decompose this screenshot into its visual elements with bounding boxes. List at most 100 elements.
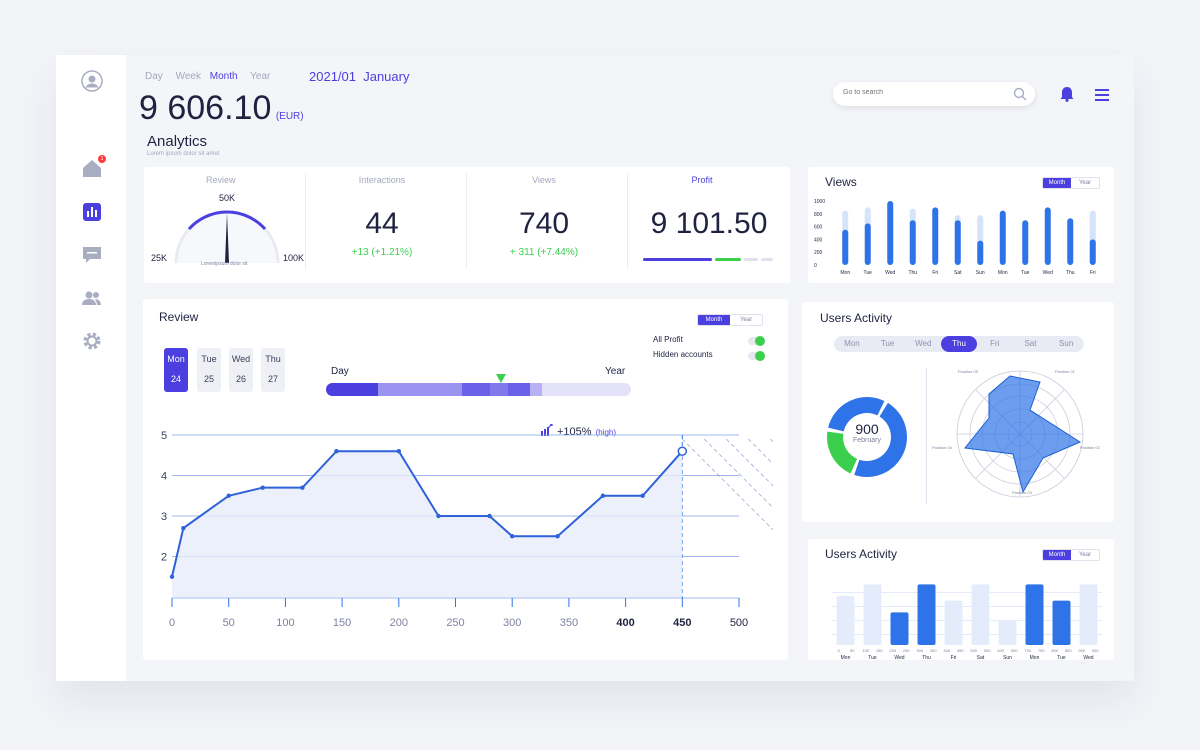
hidden-accounts-toggle[interactable] bbox=[748, 351, 765, 361]
sidebar: 1 bbox=[56, 55, 126, 681]
divider bbox=[305, 173, 306, 269]
tick-value-label: 150 bbox=[876, 648, 883, 653]
tick-value-label: 400 bbox=[943, 648, 950, 653]
seg-year[interactable]: Year bbox=[1071, 550, 1099, 560]
total-amount: 9 606.10 bbox=[139, 89, 272, 127]
x-tick-label: Sat bbox=[977, 655, 985, 659]
range-left-label: Day bbox=[331, 366, 349, 377]
range-fill bbox=[508, 383, 530, 396]
donut-hole bbox=[844, 414, 890, 460]
x-tick-label: Tue bbox=[1021, 270, 1030, 276]
day-chip-thu[interactable]: Thu 27 bbox=[261, 348, 285, 392]
bar bbox=[998, 620, 1017, 645]
tab-week[interactable]: Week bbox=[175, 71, 201, 82]
gauge-max-label: 50K bbox=[219, 193, 236, 203]
donut-slice bbox=[828, 397, 885, 432]
menu-icon[interactable] bbox=[1095, 88, 1109, 106]
weekday-mon[interactable]: Mon bbox=[844, 339, 860, 348]
radar-label-04: Position 04 bbox=[932, 445, 952, 450]
data-point bbox=[181, 525, 186, 531]
range-right-label: Year bbox=[605, 366, 626, 377]
analytics-icon[interactable] bbox=[81, 201, 103, 223]
user-icon[interactable] bbox=[81, 70, 103, 92]
weekday-wed[interactable]: Wed bbox=[915, 339, 932, 348]
day-chip-wed[interactable]: Wed 26 bbox=[229, 348, 253, 392]
kpi-interactions-delta: +13 (+1.21%) bbox=[351, 247, 413, 258]
data-point bbox=[396, 449, 401, 454]
gear-icon[interactable] bbox=[81, 330, 103, 352]
tick-value-label: 550 bbox=[984, 648, 991, 653]
y-tick-label: 1000 bbox=[814, 199, 825, 205]
donut-slice bbox=[854, 402, 907, 477]
tick-value-label: 250 bbox=[903, 648, 910, 653]
home-icon[interactable]: 1 bbox=[81, 155, 106, 179]
range-slider[interactable] bbox=[326, 383, 631, 396]
users-activity-title: Users Activity bbox=[820, 311, 893, 325]
tab-day[interactable]: Day bbox=[145, 71, 163, 82]
message-icon[interactable] bbox=[81, 244, 103, 266]
weekday-fri[interactable]: Fri bbox=[990, 339, 1000, 348]
data-point bbox=[487, 513, 492, 519]
tick-value-label: 600 bbox=[997, 648, 1004, 653]
weekday-tue[interactable]: Tue bbox=[880, 339, 895, 348]
users-activity-period-toggle: Month Year bbox=[1042, 549, 1100, 561]
day-chip-tue[interactable]: Tue 25 bbox=[197, 348, 221, 392]
gauge-caption: Loremipsum dolor sit bbox=[201, 261, 248, 267]
range-marker-icon[interactable] bbox=[496, 370, 506, 388]
x-tick-label: Thu bbox=[908, 270, 917, 276]
weekday-sun[interactable]: Sun bbox=[1059, 339, 1074, 348]
day-label: Tue bbox=[201, 354, 217, 364]
y-tick-label: 600 bbox=[814, 225, 823, 231]
day-label: Wed bbox=[231, 354, 251, 364]
kpi-interactions-label: Interactions bbox=[358, 175, 406, 185]
bar bbox=[1025, 584, 1044, 645]
bar bbox=[1022, 220, 1029, 265]
users-activity-bars-panel: Users Activity Month Year Mon Tue Wed Thu Fr… bbox=[808, 539, 1114, 660]
donut-value: 900 bbox=[855, 421, 879, 437]
weekday-thu[interactable]: Thu bbox=[941, 336, 977, 352]
bar bbox=[971, 584, 990, 645]
views-period-toggle: Month Year bbox=[1042, 177, 1100, 189]
seg-year[interactable]: Year bbox=[730, 315, 762, 325]
users-activity-bar-chart: Mon Tue Wed Thu Fri Sat Sun Mon Tue Wed 0 50 100 150 2… bbox=[832, 584, 1102, 659]
users-icon[interactable] bbox=[81, 287, 103, 309]
x-tick-label: Tue bbox=[1057, 655, 1066, 659]
radar-label-03: Position 03 bbox=[1012, 490, 1032, 495]
progress-segment bbox=[643, 258, 712, 261]
seg-year[interactable]: Year bbox=[1071, 178, 1099, 188]
date-label[interactable]: 2021/01 January bbox=[309, 69, 410, 84]
users-activity-panel: Users Activity Mon Tue Wed Thu Fri Sat S… bbox=[802, 302, 1114, 522]
seg-month[interactable]: Month bbox=[1043, 178, 1071, 188]
chart-up-icon bbox=[541, 423, 553, 441]
forecast-hatch bbox=[682, 438, 773, 531]
search-box[interactable] bbox=[833, 82, 1035, 106]
x-tick-label: 400 bbox=[616, 617, 634, 629]
toggle-hidden-accounts-label: Hidden accounts bbox=[653, 350, 713, 359]
bar bbox=[836, 596, 855, 645]
divider bbox=[926, 368, 927, 504]
bar bbox=[909, 220, 916, 265]
seg-month[interactable]: Month bbox=[1043, 550, 1071, 560]
x-tick-label: Mon bbox=[840, 270, 850, 276]
bar bbox=[842, 229, 849, 265]
y-tick-label: 4 bbox=[161, 471, 167, 483]
day-number: 26 bbox=[235, 374, 246, 384]
progress-segment bbox=[715, 258, 741, 261]
bell-icon[interactable] bbox=[1059, 86, 1075, 107]
search-input[interactable] bbox=[843, 89, 1003, 96]
bar bbox=[864, 223, 871, 265]
all-profit-toggle[interactable] bbox=[748, 336, 765, 346]
tick-value-label: 450 bbox=[957, 648, 964, 653]
kpi-views-label: Views bbox=[532, 175, 556, 185]
kpi-profit-label: Profit bbox=[691, 175, 713, 185]
x-tick-label: 350 bbox=[560, 617, 578, 629]
tab-year[interactable]: Year bbox=[250, 71, 271, 82]
y-tick-label: 0 bbox=[814, 263, 817, 269]
x-tick-label: Fri bbox=[932, 270, 938, 276]
weekday-sat[interactable]: Sat bbox=[1024, 339, 1037, 348]
day-chip-mon[interactable]: Mon 24 bbox=[164, 348, 188, 392]
seg-month[interactable]: Month bbox=[698, 315, 730, 325]
y-tick-label: 5 bbox=[161, 430, 167, 442]
tab-month[interactable]: Month bbox=[209, 71, 238, 82]
search-icon[interactable] bbox=[1013, 87, 1027, 106]
